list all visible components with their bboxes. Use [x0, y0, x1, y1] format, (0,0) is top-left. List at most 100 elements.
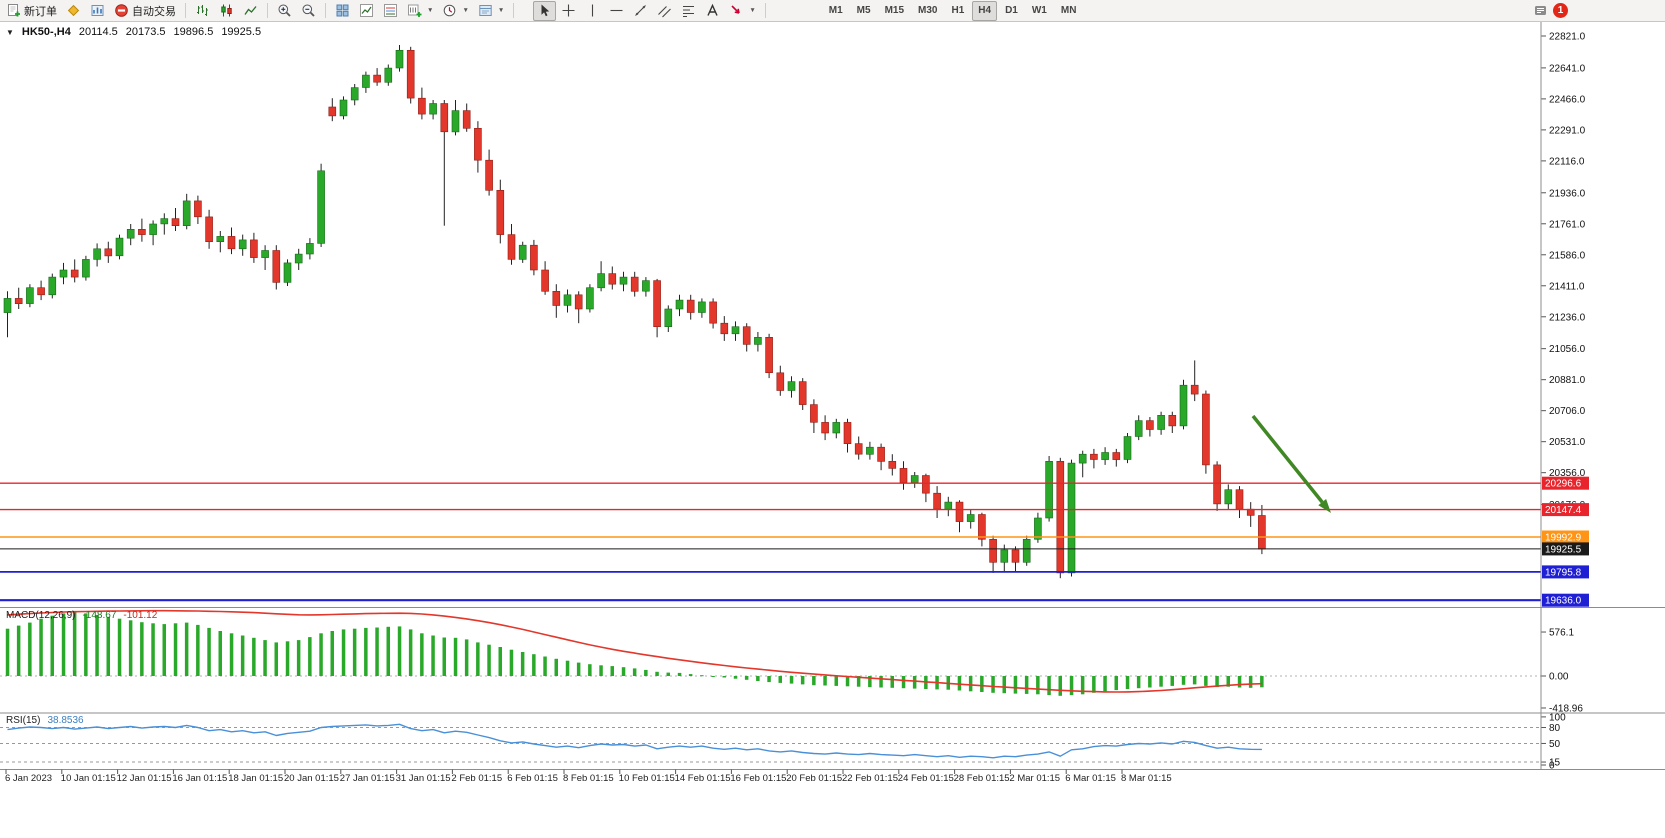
date-label: 2 Mar 01:15: [1009, 773, 1060, 784]
text-tool-button[interactable]: [701, 1, 724, 21]
date-label: 6 Mar 01:15: [1065, 773, 1116, 784]
symbol-period-label: HK50-,H4: [21, 26, 71, 38]
rsi-scale-label: 0: [1549, 761, 1555, 772]
clock-icon: [442, 3, 457, 18]
objects-list-icon: [383, 3, 398, 18]
timeframe-h1[interactable]: H1: [945, 1, 970, 21]
candlestick-chart-button[interactable]: [215, 1, 238, 21]
price-badge-label: 19636.0: [1545, 596, 1582, 607]
algo-trading-label: 自动交易: [132, 5, 176, 18]
new-order-label: 新订单: [24, 5, 57, 18]
mailbox-icon[interactable]: [1534, 4, 1547, 17]
macd-scale-label: 0.00: [1549, 672, 1569, 683]
period-selector-button[interactable]: ▼: [438, 1, 472, 21]
algo-trading-button[interactable]: 自动交易: [110, 1, 180, 21]
price-badge: [1542, 530, 1589, 544]
rsi-scale-label: 15: [1549, 758, 1561, 769]
date-label: 2 Feb 01:15: [451, 773, 502, 784]
timeframe-w1[interactable]: W1: [1026, 1, 1053, 21]
date-label: 24 Feb 01:15: [898, 773, 954, 784]
rsi-value: 38.8536: [47, 715, 84, 726]
template-button[interactable]: ▼: [474, 1, 508, 21]
ohlc-close: 19925.5: [221, 26, 262, 38]
indicators-button[interactable]: [355, 1, 378, 21]
trendline-icon: [633, 3, 648, 18]
toolbar-separator: [267, 3, 268, 18]
macd-label: MACD(12,26,9) -148.67 -101.12: [6, 610, 157, 621]
price-scale-label: 20706.0: [1549, 406, 1586, 417]
date-label: 8 Mar 01:15: [1121, 773, 1172, 784]
date-label: 10 Feb 01:15: [619, 773, 675, 784]
channel-button[interactable]: [653, 1, 676, 21]
timeframe-m15[interactable]: M15: [879, 1, 910, 21]
tile-windows-button[interactable]: [331, 1, 354, 21]
date-label: 31 Jan 01:15: [396, 773, 451, 784]
horizontal-line-icon: [609, 3, 624, 18]
price-scale-label: 22116.0: [1549, 156, 1585, 167]
vertical-line-icon: [585, 3, 600, 18]
cursor-button[interactable]: [533, 0, 557, 21]
price-badge: [1542, 503, 1589, 517]
price-scale-label: 20881.0: [1549, 375, 1586, 386]
line-chart-button[interactable]: [239, 1, 262, 21]
price-badge: [1542, 476, 1589, 490]
arrows-tool-button[interactable]: ▼: [725, 1, 759, 21]
ohlc-open: 20114.5: [78, 26, 118, 38]
text-tool-icon: [705, 3, 720, 18]
horizontal-line-button[interactable]: [605, 1, 628, 21]
timeframe-m5[interactable]: M5: [851, 1, 877, 21]
toolbar-separator: [325, 3, 326, 18]
timeframe-group: M1 M5 M15 M30 H1 H4 D1 W1 MN: [823, 0, 1083, 21]
bar-chart-button[interactable]: [191, 1, 214, 21]
date-label: 10 Jan 01:15: [61, 773, 116, 784]
main-toolbar: 新订单 自动交易 ▼ ▼ ▼: [0, 0, 1665, 22]
date-label: 16 Jan 01:15: [172, 773, 227, 784]
price-scale-label: 21056.0: [1549, 344, 1586, 355]
price-scale-label: 20531.0: [1549, 437, 1586, 448]
metaeditor-icon: [66, 3, 81, 18]
chart-title-bar: ▼ HK50-,H4 20114.5 20173.5 19896.5 19925…: [6, 26, 261, 38]
price-badge-label: 19925.5: [1545, 544, 1582, 555]
price-scale-label: 22291.0: [1549, 125, 1586, 136]
line-chart-icon: [243, 3, 258, 18]
new-order-button[interactable]: 新订单: [2, 1, 61, 21]
macd-scale-label: 576.1: [1549, 628, 1574, 639]
timeframe-m1[interactable]: M1: [823, 1, 849, 21]
price-badge: [1542, 565, 1589, 579]
rsi-scale-label: 50: [1549, 739, 1561, 750]
toolbar-separator: [185, 3, 186, 18]
rsi-line: [7, 723, 1262, 759]
price-scale-label: 21411.0: [1549, 281, 1585, 292]
profiles-button[interactable]: [86, 1, 109, 21]
profiles-icon: [90, 3, 105, 18]
crosshair-button[interactable]: [557, 1, 580, 21]
vertical-line-button[interactable]: [581, 1, 604, 21]
timeframe-d1[interactable]: D1: [999, 1, 1024, 21]
price-badge-label: 19992.9: [1545, 533, 1582, 544]
timeframe-m30[interactable]: M30: [912, 1, 943, 21]
price-scale-label: 21236.0: [1549, 312, 1586, 323]
trend-arrow[interactable]: [1251, 414, 1331, 513]
drawing-tools-group: ▼: [533, 0, 759, 21]
price-scale-label: 20356.0: [1549, 468, 1586, 479]
date-label: 28 Feb 01:15: [954, 773, 1010, 784]
notification-badge[interactable]: 1: [1553, 3, 1568, 18]
rsi-label: RSI(15) 38.8536: [6, 715, 84, 726]
zoom-out-icon: [301, 3, 316, 18]
objects-list-button[interactable]: [379, 1, 402, 21]
date-label: 6 Jan 2023: [5, 773, 52, 784]
price-scale-label: 22821.0: [1549, 32, 1586, 43]
zoom-in-button[interactable]: [273, 1, 296, 21]
zoom-out-button[interactable]: [297, 1, 320, 21]
cursor-icon: [537, 3, 552, 18]
new-chart-button[interactable]: ▼: [403, 1, 437, 21]
one-click-trading-toggle[interactable]: ▼: [6, 27, 14, 37]
timeframe-h4[interactable]: H4: [972, 0, 998, 21]
trendline-button[interactable]: [629, 1, 652, 21]
fibonacci-button[interactable]: [677, 1, 700, 21]
timeframe-mn[interactable]: MN: [1055, 1, 1083, 21]
metaeditor-button[interactable]: [62, 1, 85, 21]
zoom-in-icon: [277, 3, 292, 18]
algo-trading-icon: [114, 3, 129, 18]
